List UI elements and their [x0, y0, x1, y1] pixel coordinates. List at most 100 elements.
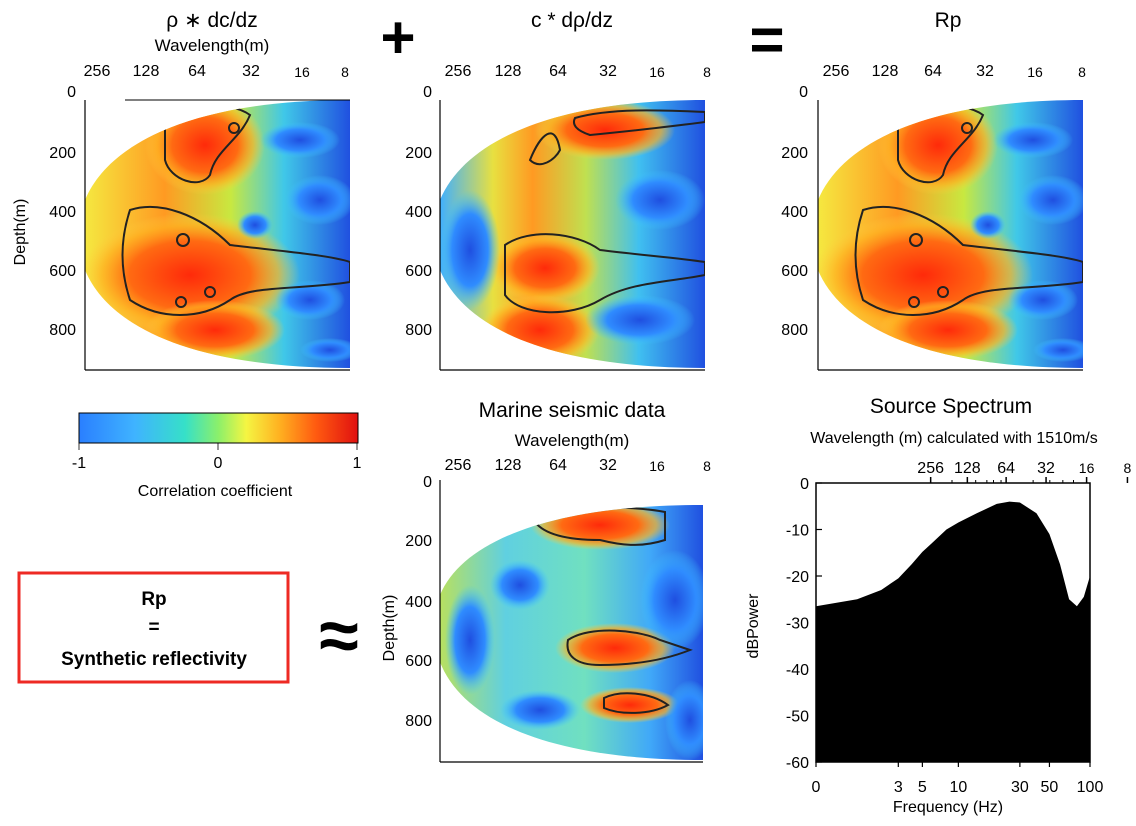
depth-axis-label: Depth(m)	[12, 199, 29, 266]
panel-rho-dcdz: ρ ∗ dc/dz Wavelength(m) 256 128 64 32 16…	[12, 9, 350, 371]
tick-label: 600	[781, 263, 808, 280]
y-axis-label: dBPower	[745, 593, 762, 659]
y-tick-label: -10	[786, 523, 809, 540]
box-line: =	[148, 617, 159, 638]
y-tick-label: -40	[786, 662, 809, 679]
x-tick-label: 50	[1041, 779, 1059, 796]
tick-label: 64	[924, 63, 942, 80]
tick-label: 400	[781, 204, 808, 221]
plot-frame	[815, 482, 1091, 763]
panel-title: Rp	[935, 9, 962, 32]
depth-axis-label: Depth(m)	[381, 595, 398, 662]
tick-label: 256	[445, 63, 472, 80]
tick-label: 16	[649, 458, 665, 474]
approx-operator: ≈	[319, 596, 359, 676]
y-tick-label: -50	[786, 709, 809, 726]
tick-label: 400	[405, 594, 432, 611]
depth-ticks: 0 200 400 600 800	[49, 84, 76, 339]
tick-label: 0	[67, 84, 76, 101]
tick-label: 600	[405, 653, 432, 670]
x-ticks: 0 3 5 10 30 50 100	[812, 762, 1104, 796]
box-border	[17, 571, 290, 684]
x-tick-label: 10	[949, 779, 967, 796]
top-tick-label: 128	[954, 460, 981, 477]
spectrum-area	[816, 501, 1090, 762]
x-axis-label: Frequency (Hz)	[893, 799, 1003, 816]
tick-label: 800	[405, 322, 432, 339]
panel-marine-seismic: Marine seismic data Wavelength(m) 256 12…	[381, 399, 711, 763]
tick-label: 128	[872, 63, 899, 80]
tick-label: 32	[599, 457, 617, 474]
wavelength-axis-label: Wavelength(m)	[515, 431, 630, 450]
tick-label: 800	[781, 322, 808, 339]
x-tick-label: 100	[1077, 779, 1104, 796]
top-tick-label: 8	[1124, 460, 1132, 476]
depth-ticks: 0 200 400 600 800	[781, 84, 808, 339]
tick-label: 32	[976, 63, 994, 80]
y-tick-label: -30	[786, 616, 809, 633]
tick-label: 8	[703, 64, 711, 80]
tick-label: 16	[294, 64, 310, 80]
x-tick-label: 30	[1011, 779, 1029, 796]
tick-label: 256	[445, 457, 472, 474]
plus-operator: +	[380, 4, 415, 71]
tick-label: 200	[405, 145, 432, 162]
colorbar: -1 0 1 Correlation coefficient	[72, 412, 362, 500]
top-tick-label: 256	[917, 460, 944, 477]
tick-label: 128	[495, 63, 522, 80]
wavelength-ticks: 256 128 64 32 16 8	[445, 63, 711, 80]
wavelength-ticks: 256 128 64 32 16 8	[84, 63, 349, 80]
panel-rp: Rp 256 128 64 32 16 8 0 200 400 600 800	[781, 9, 1086, 371]
tick-label: 64	[549, 457, 567, 474]
colorbar-tick: 1	[353, 455, 362, 472]
tick-label: 128	[133, 63, 160, 80]
depth-ticks: 0 200 400 600 800	[405, 474, 432, 730]
tick-label: 200	[405, 533, 432, 550]
wavelet-scalogram	[440, 100, 705, 368]
tick-label: 400	[49, 204, 76, 221]
x-tick-label: 5	[918, 779, 927, 796]
tick-label: 0	[799, 84, 808, 101]
colorbar-tick: 0	[214, 455, 223, 472]
box-line: Rp	[141, 589, 166, 610]
wavelength-ticks: 256 128 64 32 16 8	[823, 63, 1086, 80]
box-line: Synthetic reflectivity	[61, 649, 247, 670]
tick-label: 8	[1078, 64, 1086, 80]
colorbar-gradient	[78, 412, 359, 444]
wavelet-scalogram	[85, 100, 350, 368]
synthetic-reflectivity-box: Rp = Synthetic reflectivity	[17, 571, 290, 684]
tick-label: 200	[49, 145, 76, 162]
top-tick-label: 16	[1079, 460, 1095, 476]
colorbar-tick: -1	[72, 455, 86, 472]
tick-label: 16	[1027, 64, 1043, 80]
panel-title: Marine seismic data	[479, 399, 666, 422]
y-tick-label: 0	[800, 476, 809, 493]
tick-label: 8	[703, 458, 711, 474]
x-tick-label: 3	[894, 779, 903, 796]
colorbar-label: Correlation coefficient	[138, 483, 293, 500]
tick-label: 64	[188, 63, 206, 80]
y-tick-label: -20	[786, 569, 809, 586]
wavelet-scalogram	[818, 100, 1083, 368]
y-tick-label: -60	[786, 755, 809, 772]
tick-label: 800	[405, 713, 432, 730]
equals-operator: =	[749, 6, 784, 73]
top-tick-label: 32	[1037, 460, 1055, 477]
top-wavelength-ticks: 256 128 64 32 16 8	[917, 460, 1132, 483]
panel-title: c * dρ/dz	[531, 9, 613, 32]
tick-label: 8	[341, 64, 349, 80]
tick-label: 600	[49, 263, 76, 280]
tick-label: 32	[599, 63, 617, 80]
chart-subtitle: Wavelength (m) calculated with 1510m/s	[810, 430, 1098, 447]
tick-label: 0	[423, 84, 432, 101]
tick-label: 64	[549, 63, 567, 80]
tick-label: 200	[781, 145, 808, 162]
chart-title: Source Spectrum	[870, 395, 1032, 418]
top-tick-label: 64	[997, 460, 1015, 477]
tick-label: 400	[405, 204, 432, 221]
tick-label: 256	[823, 63, 850, 80]
depth-ticks: 0 200 400 600 800	[405, 84, 432, 339]
wavelength-ticks: 256 128 64 32 16 8	[445, 457, 711, 474]
tick-label: 16	[649, 64, 665, 80]
